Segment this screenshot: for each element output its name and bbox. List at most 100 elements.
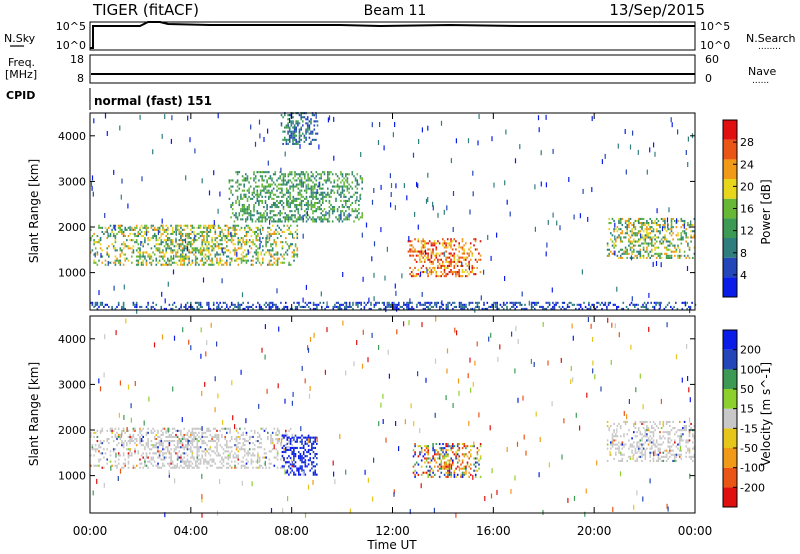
echo-cell — [430, 305, 433, 308]
echo-cell — [478, 301, 480, 304]
echo-cell — [646, 222, 648, 225]
echo-cell — [313, 124, 316, 127]
echo-cell — [616, 226, 619, 229]
echo-cell — [453, 260, 456, 263]
echo-cell — [162, 452, 164, 455]
echo-cell — [341, 179, 344, 182]
echo-cell — [346, 214, 349, 217]
noise-cell — [443, 251, 445, 257]
echo-cell — [101, 442, 104, 445]
echo-cell — [249, 214, 252, 217]
echo-cell — [646, 248, 648, 251]
echo-cell — [304, 463, 307, 466]
echo-cell — [158, 450, 161, 453]
echo-cell — [410, 271, 413, 274]
echo-cell — [682, 219, 684, 222]
echo-cell — [443, 447, 446, 450]
echo-cell — [281, 241, 284, 244]
echo-cell — [140, 255, 143, 258]
echo-cell — [310, 179, 313, 182]
echo-cell — [240, 433, 243, 436]
echo-cell — [170, 435, 172, 438]
echo-cell — [108, 245, 110, 248]
echo-cell — [163, 259, 166, 262]
echo-cell — [175, 433, 177, 436]
echo-cell — [131, 454, 133, 457]
echo-cell — [168, 239, 171, 242]
echo-cell — [461, 473, 464, 476]
nsearch-tick-top: 10^5 — [700, 20, 730, 33]
echo-cell — [680, 242, 683, 245]
echo-cell — [655, 236, 658, 239]
echo-cell — [170, 460, 172, 463]
echo-cell — [134, 442, 136, 445]
echo-cell — [287, 132, 289, 135]
noise-cell — [455, 138, 457, 144]
echo-cell — [618, 441, 620, 444]
noise-cell — [107, 261, 109, 266]
echo-cell — [109, 261, 112, 264]
echo-cell — [284, 183, 286, 186]
echo-cell — [96, 251, 99, 254]
echo-cell — [121, 230, 123, 233]
echo-cell — [653, 307, 656, 310]
echo-cell — [294, 455, 297, 458]
echo-cell — [461, 303, 464, 306]
echo-cell — [443, 453, 446, 456]
noise-cell — [140, 240, 142, 246]
echo-cell — [427, 252, 429, 255]
echo-cell — [241, 179, 244, 182]
echo-cell — [430, 301, 433, 304]
noise-cell — [443, 209, 445, 215]
echo-cell — [170, 456, 172, 459]
echo-cell — [234, 466, 236, 469]
echo-cell — [430, 254, 433, 257]
echo-cell — [404, 303, 407, 306]
echo-cell — [173, 464, 176, 467]
echo-cell — [194, 438, 197, 441]
echo-cell — [561, 301, 564, 304]
echo-cell — [185, 444, 187, 447]
echo-cell — [535, 303, 538, 306]
echo-cell — [150, 255, 153, 258]
echo-cell — [293, 136, 296, 139]
echo-cell — [346, 179, 349, 182]
echo-cell — [155, 257, 158, 260]
echo-cell — [168, 444, 171, 447]
colorbar-segment — [723, 218, 737, 238]
echo-cell — [253, 173, 255, 176]
echo-cell — [103, 440, 105, 443]
echo-cell — [670, 228, 673, 231]
echo-cell — [303, 136, 306, 139]
noise-cell — [368, 297, 370, 303]
echo-cell — [311, 463, 313, 466]
echo-cell — [624, 236, 627, 239]
echo-cell — [131, 255, 133, 258]
echo-cell — [479, 455, 482, 458]
echo-cell — [289, 467, 292, 470]
echo-cell — [609, 301, 611, 304]
echo-cell — [407, 305, 410, 308]
echo-cell — [613, 431, 615, 434]
echo-cell — [124, 307, 126, 310]
echo-cell — [190, 433, 192, 436]
echo-cell — [300, 199, 303, 202]
echo-cell — [417, 250, 420, 253]
echo-cell — [237, 462, 240, 465]
echo-cell — [315, 120, 317, 123]
echo-cell — [693, 234, 696, 237]
echo-cell — [655, 301, 657, 304]
echo-cell — [631, 232, 633, 235]
echo-cell — [206, 444, 208, 447]
echo-cell — [432, 248, 434, 251]
echo-cell — [442, 260, 444, 263]
echo-cell — [657, 219, 660, 222]
echo-cell — [114, 263, 117, 266]
echo-cell — [292, 185, 295, 188]
echo-cell — [473, 266, 475, 269]
noise-cell — [104, 113, 107, 119]
echo-cell — [491, 305, 493, 308]
echo-cell — [140, 454, 143, 457]
echo-cell — [144, 226, 146, 229]
noise-cell — [254, 141, 257, 147]
